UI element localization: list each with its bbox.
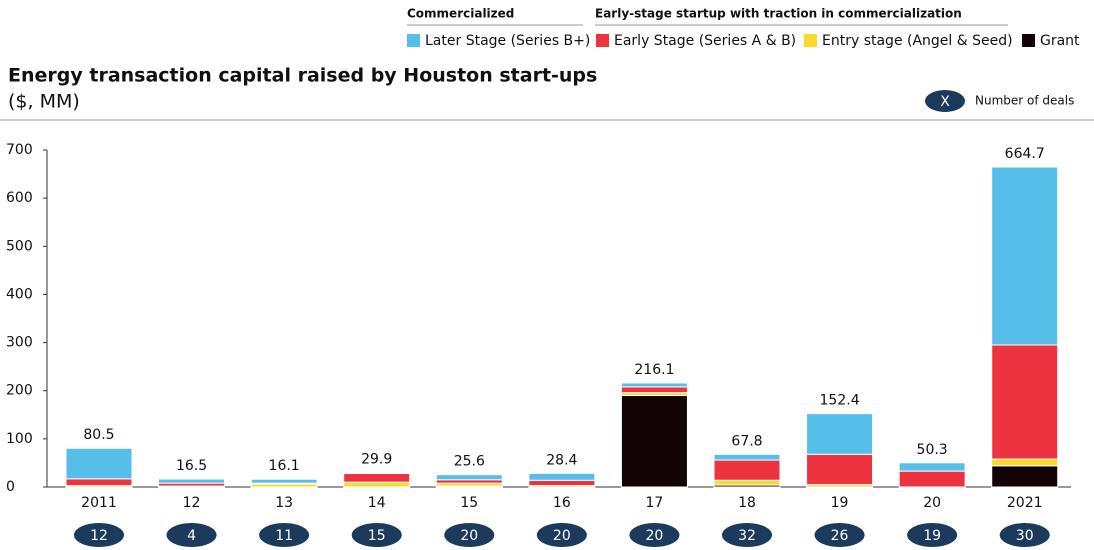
total-label: 152.4 — [820, 393, 860, 409]
deal-bubble — [259, 523, 310, 547]
legend-label: Grant — [1040, 33, 1080, 49]
deal-count: 30 — [1016, 528, 1034, 544]
legend-label: Entry stage (Angel & Seed) — [822, 33, 1013, 49]
x-tick-label: 16 — [553, 495, 571, 511]
deal-count: 20 — [646, 528, 664, 544]
x-tick-label: 15 — [460, 495, 478, 511]
bar-segment — [713, 479, 781, 486]
bar-segment — [806, 413, 874, 455]
x-tick-label: 2021 — [1007, 495, 1043, 511]
total-label: 25.6 — [454, 454, 485, 470]
bar-segment — [620, 382, 688, 388]
x-tick-label: 18 — [738, 495, 756, 511]
bar-segment — [528, 479, 596, 487]
bar-segment — [65, 478, 133, 487]
bar-segment — [343, 481, 411, 488]
x-tick-label: 14 — [368, 495, 386, 511]
x-tick-label: 20 — [923, 495, 941, 511]
deal-bubble — [907, 523, 958, 547]
total-label: 28.4 — [546, 452, 577, 468]
y-tick-label: 100 — [6, 431, 33, 447]
y-tick-label: 600 — [6, 190, 33, 206]
deal-bubble — [999, 523, 1050, 547]
bar-segment — [435, 474, 503, 481]
total-label: 67.8 — [731, 433, 762, 449]
x-tick-label: 17 — [646, 495, 664, 511]
total-label: 80.5 — [83, 427, 114, 443]
y-tick-label: 400 — [6, 286, 33, 302]
bar-segment — [713, 453, 781, 461]
total-label: 16.1 — [269, 458, 300, 474]
bar-segment — [620, 386, 688, 394]
total-label: 216.1 — [634, 362, 674, 378]
deal-bubble — [536, 523, 587, 547]
deal-count: 20 — [553, 528, 571, 544]
y-tick-label: 300 — [6, 335, 33, 351]
bar-segment — [158, 478, 226, 484]
deal-bubble — [166, 523, 217, 547]
chart-subtitle: ($, MM) — [8, 91, 80, 113]
legend-group: Commercialized — [407, 7, 514, 21]
legend-swatch — [596, 34, 609, 47]
total-label: 16.5 — [176, 458, 207, 474]
y-tick-label: 700 — [6, 142, 33, 158]
deal-bubble — [721, 523, 772, 547]
deal-bubble — [351, 523, 402, 547]
legend-label: Early Stage (Series A & B) — [614, 33, 796, 49]
total-label: 50.3 — [917, 442, 948, 458]
deal-count: 15 — [368, 528, 386, 544]
total-label: 664.7 — [1005, 146, 1045, 162]
deal-bubble — [814, 523, 865, 547]
bar-segment — [620, 395, 688, 488]
bar-segment — [898, 470, 966, 488]
deal-count: 26 — [831, 528, 849, 544]
y-tick-label: 0 — [6, 479, 15, 495]
legend-swatch — [804, 34, 817, 47]
legend-label: Later Stage (Series B+) — [425, 33, 590, 49]
x-tick-label: 12 — [183, 495, 201, 511]
legend-swatch — [1022, 34, 1035, 47]
y-tick-label: 200 — [6, 383, 33, 399]
deals-legend-symbol — [925, 90, 965, 112]
bar-segment — [991, 166, 1059, 346]
x-tick-label: 13 — [275, 495, 293, 511]
chart-title: Energy transaction capital raised by Hou… — [8, 65, 597, 87]
bar-segment — [991, 458, 1059, 467]
bar-segment — [991, 344, 1059, 460]
deals-legend-x: X — [940, 94, 950, 110]
deal-count: 19 — [923, 528, 941, 544]
deal-count: 4 — [187, 528, 196, 544]
legend-group: Early-stage startup with traction in com… — [595, 7, 962, 21]
bar-segment — [806, 453, 874, 486]
deal-count: 12 — [90, 528, 108, 544]
x-tick-label: 19 — [831, 495, 849, 511]
bar-segment — [435, 479, 503, 484]
deal-bubble — [73, 523, 124, 547]
x-tick-label: 2011 — [81, 495, 117, 511]
deal-count: 11 — [275, 528, 293, 544]
y-tick-label: 500 — [6, 238, 33, 254]
legend-swatch — [407, 34, 420, 47]
bar-segment — [713, 459, 781, 481]
deals-legend-label: Number of deals — [975, 94, 1074, 108]
bar-segment — [343, 472, 411, 475]
deal-count: 20 — [460, 528, 478, 544]
deal-bubble — [444, 523, 495, 547]
bar-segment — [343, 473, 411, 483]
bar-segment — [65, 447, 133, 480]
bar-segment — [250, 478, 318, 484]
deal-bubble — [629, 523, 680, 547]
bar-segment — [528, 472, 596, 481]
bar-segment — [898, 462, 966, 472]
total-label: 29.9 — [361, 452, 392, 468]
deal-count: 32 — [738, 528, 756, 544]
bar-segment — [991, 465, 1059, 488]
